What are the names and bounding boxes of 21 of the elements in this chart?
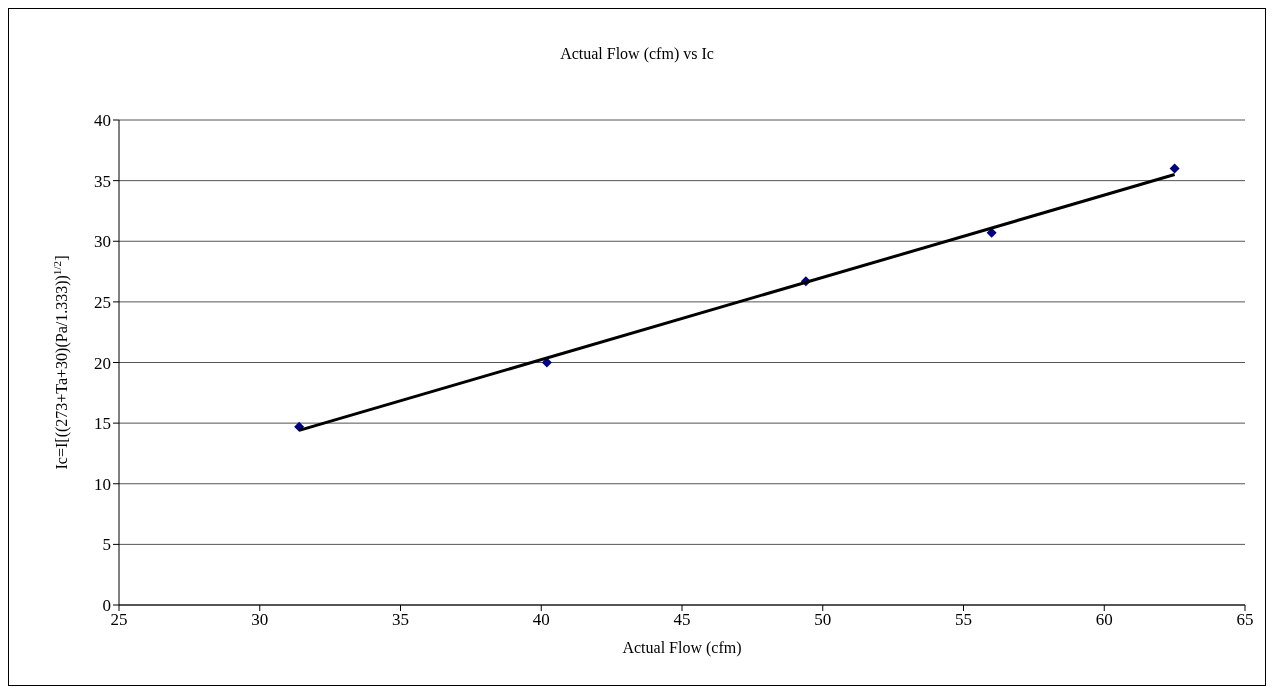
x-tick-label: 30	[251, 610, 269, 630]
x-tick-label: 65	[1236, 610, 1254, 630]
x-tick-label: 50	[814, 610, 832, 630]
x-tick-label: 40	[532, 610, 550, 630]
y-tick-label: 10	[94, 474, 111, 494]
point	[1169, 163, 1180, 174]
y-tick-label: 15	[94, 414, 111, 434]
chart-title: Actual Flow (cfm) vs Ic	[559, 45, 715, 63]
y-tick-label: 35	[94, 171, 111, 191]
x-tick-label: 55	[955, 610, 972, 630]
y-tick-label: 5	[102, 535, 111, 555]
x-tick-label: 60	[1095, 610, 1113, 630]
point	[294, 421, 305, 432]
y-tick-label: 25	[94, 292, 111, 312]
x-tick-label: 45	[673, 610, 691, 630]
y-tick-label: 20	[94, 353, 111, 373]
y-tick-label: 0	[102, 596, 111, 616]
x-tick-label: 35	[392, 610, 409, 630]
x-axis-title: Actual Flow (cfm)	[622, 639, 742, 657]
y-tick-label: 40	[94, 111, 111, 131]
y-tick-label: 30	[94, 232, 111, 252]
